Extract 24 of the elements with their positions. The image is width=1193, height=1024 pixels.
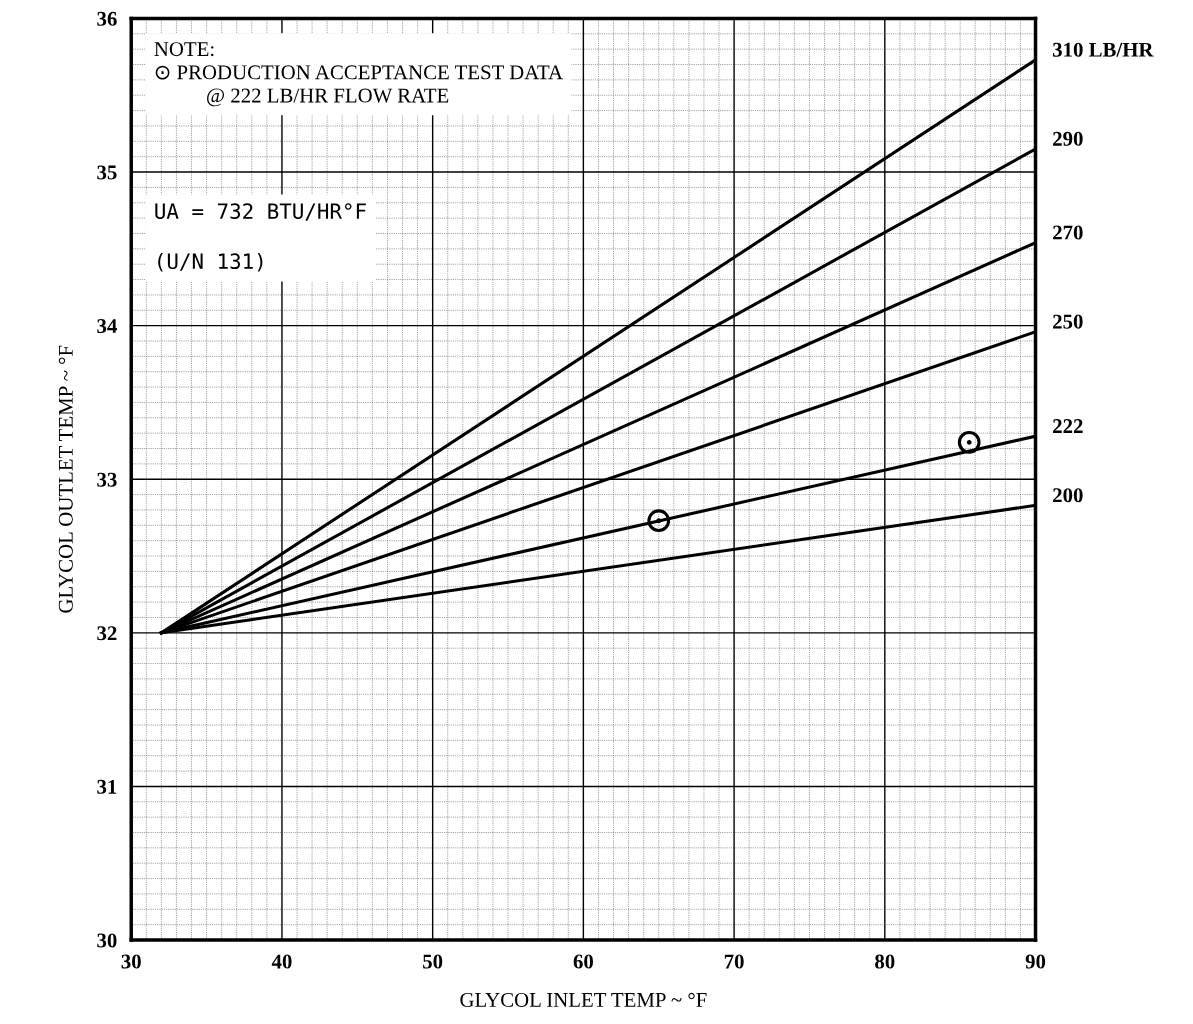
x-tick-label: 90 [1025, 954, 1046, 969]
series-label: 290 [1053, 131, 1083, 146]
x-tick-label: 50 [423, 954, 443, 969]
series-label: 200 [1053, 488, 1083, 503]
y-axis-title: GLYCOL OUTLET TEMP ~ °F [58, 345, 73, 613]
annotation: NOTE: ⊙ PRODUCTION ACCEPTANCE TEST DATA @ 222 LB/HR FLOW RATE [154, 42, 563, 107]
x-tick-label: 70 [724, 954, 744, 969]
x-tick-label: 80 [875, 954, 895, 969]
y-tick-label: 33 [97, 472, 117, 487]
series-label: 310 LB/HR [1052, 42, 1154, 57]
x-axis-title: GLYCOL INLET TEMP ~ °F [460, 992, 707, 1007]
series-label: 222 [1053, 419, 1083, 433]
series-label: 270 [1053, 225, 1083, 240]
y-tick-label: 32 [97, 626, 117, 641]
y-tick-label: 36 [97, 11, 117, 26]
y-tick-label: 35 [97, 165, 117, 180]
y-tick-label: 31 [97, 779, 117, 794]
y-tick-label: 34 [97, 319, 117, 334]
series-label: 250 [1053, 314, 1083, 329]
x-tick-label: 30 [121, 954, 141, 969]
y-tick-label: 30 [97, 933, 117, 948]
x-tick-label: 40 [271, 954, 292, 969]
text: UA = 732 BTU/HR°F (U/N 131) [155, 203, 366, 272]
x-tick-label: 60 [573, 954, 593, 969]
